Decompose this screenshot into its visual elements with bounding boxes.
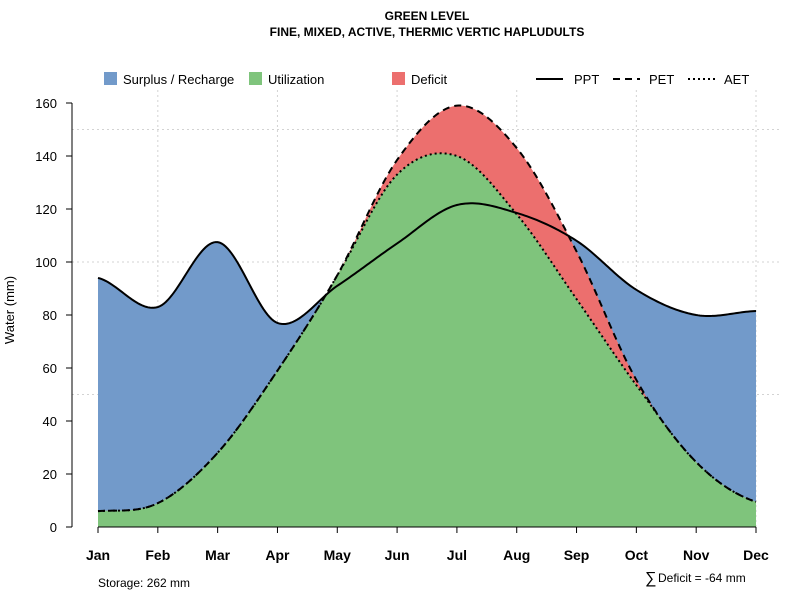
x-tick-label: Nov (683, 547, 710, 563)
x-tick-label: Mar (205, 547, 230, 563)
legend-label-surplus: Surplus / Recharge (123, 72, 234, 87)
series-line-ppt (97, 202, 757, 326)
sum-symbol: ∑ (645, 570, 656, 587)
legend-label-pet: PET (649, 72, 674, 87)
y-tick-label: 120 (35, 202, 57, 217)
lines (97, 104, 757, 513)
x-tick-label: Feb (145, 547, 170, 563)
axes: 0 20 40 60 80 100 120 140 160 Jan Feb Mar Apr May Jun J… (35, 96, 769, 563)
utilization-area (98, 153, 756, 528)
x-tick-label: Jan (86, 547, 110, 563)
y-tick-label: 160 (35, 96, 57, 111)
y-tick-label: 20 (43, 467, 57, 482)
legend-swatch-deficit (392, 72, 405, 85)
y-tick-label: 0 (50, 520, 57, 535)
chart-subtitle: FINE, MIXED, ACTIVE, THERMIC VERTIC HAPL… (270, 25, 585, 39)
series-line-pet (97, 104, 757, 513)
legend-label-ppt: PPT (574, 72, 599, 87)
x-tick-label: Apr (265, 547, 290, 563)
legend-label-deficit: Deficit (411, 72, 448, 87)
y-axis-label: Water (mm) (2, 276, 17, 344)
deficit-annotation: Deficit = -64 mm (658, 571, 746, 585)
x-tick-label: Oct (625, 547, 649, 563)
legend-swatch-surplus (104, 72, 117, 85)
x-tick-label: Sep (564, 547, 590, 563)
legend-swatch-utilization (249, 72, 262, 85)
y-tick-label: 140 (35, 149, 57, 164)
x-tick-label: Aug (503, 547, 530, 563)
legend-label-aet: AET (724, 72, 749, 87)
y-tick-label: 60 (43, 361, 57, 376)
y-tick-label: 40 (43, 414, 57, 429)
y-tick-label: 80 (43, 308, 57, 323)
x-tick-label: Jul (447, 547, 467, 563)
areas (98, 105, 756, 528)
x-tick-label: Dec (743, 547, 769, 563)
storage-annotation: Storage: 262 mm (98, 576, 190, 590)
legend-label-utilization: Utilization (268, 72, 324, 87)
x-tick-label: Jun (385, 547, 410, 563)
chart-title: GREEN LEVEL (385, 9, 470, 23)
legend: Surplus / Recharge Utilization Deficit P… (104, 72, 749, 87)
x-tick-label: May (324, 547, 351, 563)
y-tick-label: 100 (35, 255, 57, 270)
